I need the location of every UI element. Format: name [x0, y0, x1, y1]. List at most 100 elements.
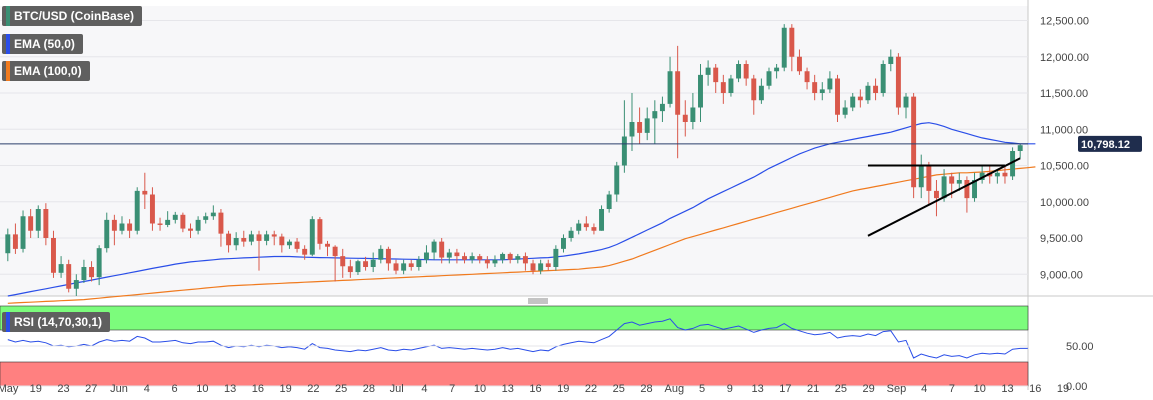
legend-ema100-label: EMA (100,0) — [14, 64, 82, 78]
candle-body — [96, 248, 102, 278]
time-tick-label: 22 — [307, 383, 319, 395]
candle-body — [553, 248, 559, 267]
candle-body — [629, 122, 635, 137]
candle-body — [302, 248, 308, 255]
price-tick-label: 9,500.00 — [1040, 233, 1083, 245]
candle-body — [880, 64, 886, 93]
time-tick-label: 13 — [502, 383, 514, 395]
candle-body — [857, 96, 863, 101]
candle-body — [720, 82, 726, 93]
candle-body — [819, 89, 825, 93]
candle-body — [66, 264, 72, 289]
ema50-swatch — [6, 34, 10, 54]
ema100-line — [7, 166, 1036, 304]
price-tick-label: 12,000.00 — [1040, 52, 1089, 64]
candle-body — [309, 219, 315, 255]
candle-body — [423, 252, 429, 260]
candle-body — [104, 219, 110, 249]
candle-body — [127, 223, 133, 231]
legend-instrument[interactable]: BTC/USD (CoinBase) — [2, 6, 143, 26]
rsi-oversold-zone — [0, 361, 1029, 387]
candle-body — [325, 243, 330, 247]
instrument-swatch — [6, 6, 10, 26]
candle-body — [20, 216, 26, 249]
candle-body — [804, 71, 810, 83]
candle-body — [796, 56, 802, 72]
candle-body — [500, 253, 506, 260]
price-tick-label: 9,000.00 — [1040, 269, 1083, 281]
candle-body — [903, 96, 909, 108]
candle-body — [286, 241, 292, 246]
candle-body — [736, 64, 742, 79]
candle-body — [12, 234, 18, 249]
candle-body — [248, 234, 254, 242]
candle-body — [949, 176, 955, 184]
time-tick-label: 10 — [474, 383, 486, 395]
candle-body — [774, 67, 780, 72]
legend-ema50-label: EMA (50,0) — [14, 37, 75, 51]
rsi-overbought-zone — [0, 305, 1029, 331]
candle-body — [165, 219, 171, 225]
time-tick-label: 16 — [252, 383, 264, 395]
candle-body — [621, 136, 627, 166]
legend-rsi[interactable]: RSI (14,70,30,1) — [2, 312, 111, 332]
time-tick-label: 16 — [529, 383, 541, 395]
candle-body — [462, 256, 467, 260]
candle-body — [416, 259, 422, 267]
candle-body — [568, 230, 574, 238]
candle-body — [972, 180, 977, 199]
legend-ema50[interactable]: EMA (50,0) — [2, 34, 83, 54]
candle-body — [850, 96, 856, 108]
price-tick-label: 10,500.00 — [1040, 161, 1089, 173]
candle-body — [226, 233, 232, 246]
candle-body — [758, 85, 764, 101]
candle-body — [743, 64, 749, 79]
candle-body — [363, 261, 369, 267]
time-tick-label: 5 — [699, 383, 705, 395]
time-tick-label: 10 — [974, 383, 986, 395]
time-tick-label: 10 — [196, 383, 208, 395]
candle-body — [781, 27, 787, 68]
candle-body — [203, 216, 209, 220]
candle-body — [561, 238, 566, 249]
candle-body — [667, 71, 673, 104]
candle-body — [1010, 151, 1016, 177]
legend-ema100[interactable]: EMA (100,0) — [2, 61, 90, 81]
candle-body — [888, 56, 894, 64]
time-tick-label: Aug — [665, 383, 685, 395]
candle-body — [393, 263, 399, 271]
candle-body — [979, 172, 985, 180]
candle-body — [682, 114, 688, 122]
time-tick-label: May — [0, 383, 19, 395]
candle-body — [469, 256, 475, 260]
candle-body — [73, 280, 79, 289]
candle-body — [317, 219, 323, 244]
rsi-tick-label: 50.00 — [1066, 341, 1094, 353]
triangle-support-line[interactable] — [867, 157, 1021, 237]
time-tick-label: 7 — [449, 383, 455, 395]
time-tick-label: 29 — [863, 383, 875, 395]
time-tick-label: 16 — [1029, 383, 1041, 395]
candle-body — [43, 209, 49, 238]
candle-body — [751, 78, 757, 101]
ema50-line — [7, 122, 1036, 297]
time-tick-label: 9 — [727, 383, 733, 395]
time-tick-label: 25 — [613, 383, 625, 395]
candle-body — [690, 107, 696, 122]
candle-body — [865, 85, 871, 101]
candle-body — [873, 85, 879, 93]
candle-body — [789, 27, 795, 57]
candle-body — [576, 223, 582, 231]
rsi-swatch — [6, 312, 10, 332]
time-tick-label: 28 — [363, 383, 375, 395]
candle-body — [644, 118, 650, 133]
candle-body — [591, 227, 597, 231]
time-tick-label: Sep — [887, 383, 907, 395]
rsi-tick-label: 0.00 — [1066, 381, 1087, 393]
candle-body — [484, 259, 490, 264]
time-tick-label: 23 — [57, 383, 69, 395]
time-tick-label: 4 — [144, 383, 150, 395]
candle-body — [89, 267, 95, 278]
candle-body — [956, 180, 962, 184]
candle-body — [134, 190, 140, 231]
